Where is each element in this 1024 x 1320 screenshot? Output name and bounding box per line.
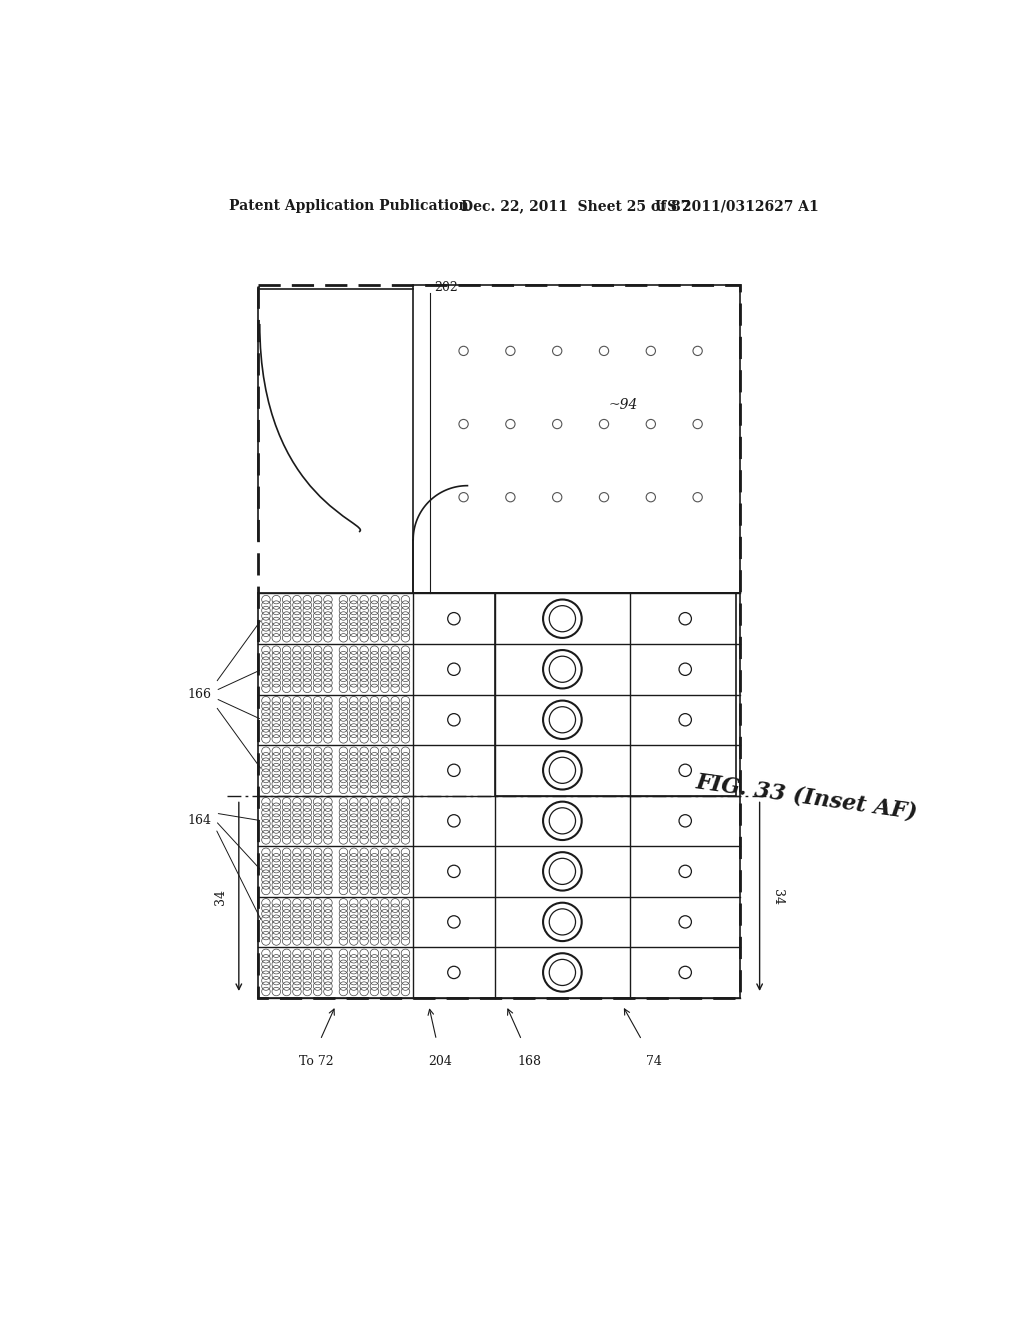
Text: FIG. 33 (Inset AF): FIG. 33 (Inset AF) xyxy=(694,771,919,824)
Text: ~94: ~94 xyxy=(608,397,638,412)
Text: 166: 166 xyxy=(187,688,212,701)
Text: US 2011/0312627 A1: US 2011/0312627 A1 xyxy=(655,199,819,213)
Text: Patent Application Publication: Patent Application Publication xyxy=(228,199,468,213)
Bar xyxy=(414,285,740,594)
Text: 34: 34 xyxy=(214,888,227,904)
Bar xyxy=(258,285,740,998)
Text: 202: 202 xyxy=(434,281,458,294)
Text: To 72: To 72 xyxy=(299,1056,334,1068)
Text: 204: 204 xyxy=(428,1056,453,1068)
Text: 164: 164 xyxy=(187,814,212,828)
Text: 168: 168 xyxy=(517,1056,542,1068)
Text: 34: 34 xyxy=(771,888,784,904)
Text: Dec. 22, 2011  Sheet 25 of 87: Dec. 22, 2011 Sheet 25 of 87 xyxy=(461,199,690,213)
Bar xyxy=(495,594,736,796)
Text: 74: 74 xyxy=(645,1056,662,1068)
